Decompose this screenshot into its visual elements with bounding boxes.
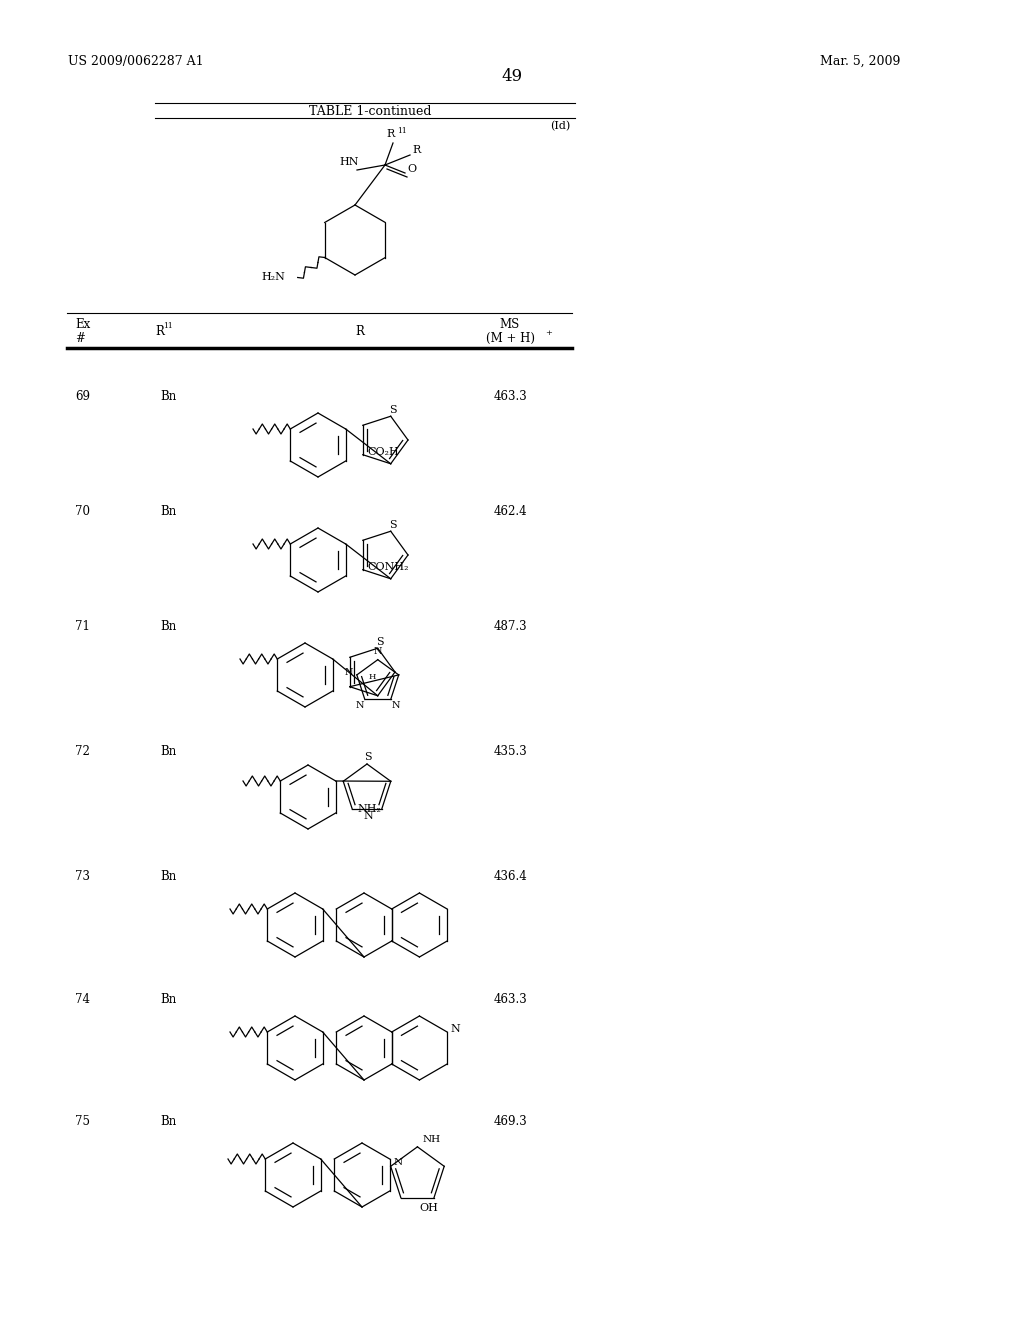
Text: Ex: Ex [75, 318, 90, 331]
Text: N: N [356, 701, 365, 710]
Text: N: N [451, 1024, 460, 1034]
Text: US 2009/0062287 A1: US 2009/0062287 A1 [68, 55, 204, 69]
Text: 73: 73 [75, 870, 90, 883]
Text: HN: HN [339, 157, 358, 168]
Text: 11: 11 [163, 322, 173, 330]
Text: CONH₂: CONH₂ [368, 562, 410, 572]
Text: NH₂: NH₂ [357, 804, 381, 814]
Text: TABLE 1-continued: TABLE 1-continued [309, 106, 431, 117]
Text: (Id): (Id) [550, 121, 570, 131]
Text: Bn: Bn [160, 870, 176, 883]
Text: #: # [75, 333, 85, 345]
Text: (M + H): (M + H) [485, 333, 535, 345]
Text: 75: 75 [75, 1115, 90, 1129]
Text: 70: 70 [75, 506, 90, 517]
Text: H₂N: H₂N [262, 272, 286, 281]
Text: R: R [155, 325, 164, 338]
Text: S: S [376, 638, 384, 647]
Text: 72: 72 [75, 744, 90, 758]
Text: 71: 71 [75, 620, 90, 634]
Text: 49: 49 [502, 69, 522, 84]
Text: 74: 74 [75, 993, 90, 1006]
Text: OH: OH [420, 1203, 438, 1213]
Text: 469.3: 469.3 [494, 1115, 527, 1129]
Text: Mar. 5, 2009: Mar. 5, 2009 [820, 55, 900, 69]
Text: 11: 11 [397, 127, 407, 135]
Text: CO₂H: CO₂H [368, 446, 399, 457]
Text: Bn: Bn [160, 993, 176, 1006]
Text: Bn: Bn [160, 506, 176, 517]
Text: NH: NH [423, 1135, 440, 1144]
Text: 435.3: 435.3 [494, 744, 527, 758]
Text: 487.3: 487.3 [494, 620, 526, 634]
Text: H: H [369, 673, 376, 681]
Text: +: + [545, 329, 552, 337]
Text: Bn: Bn [160, 620, 176, 634]
Text: 463.3: 463.3 [494, 993, 527, 1006]
Text: 463.3: 463.3 [494, 389, 527, 403]
Text: 436.4: 436.4 [494, 870, 527, 883]
Text: N: N [393, 1158, 402, 1167]
Text: R: R [387, 129, 395, 139]
Text: S: S [389, 520, 396, 531]
Text: 69: 69 [75, 389, 90, 403]
Text: Bn: Bn [160, 744, 176, 758]
Text: Bn: Bn [160, 1115, 176, 1129]
Text: R: R [412, 145, 420, 154]
Text: N: N [374, 647, 382, 656]
Text: N: N [391, 701, 399, 710]
Text: Bn: Bn [160, 389, 176, 403]
Text: S: S [389, 405, 396, 416]
Text: N: N [345, 668, 353, 677]
Text: O: O [407, 164, 416, 174]
Text: S: S [365, 752, 372, 762]
Text: R: R [355, 325, 365, 338]
Text: MS: MS [500, 318, 520, 331]
Text: 462.4: 462.4 [494, 506, 526, 517]
Text: N: N [364, 812, 374, 821]
